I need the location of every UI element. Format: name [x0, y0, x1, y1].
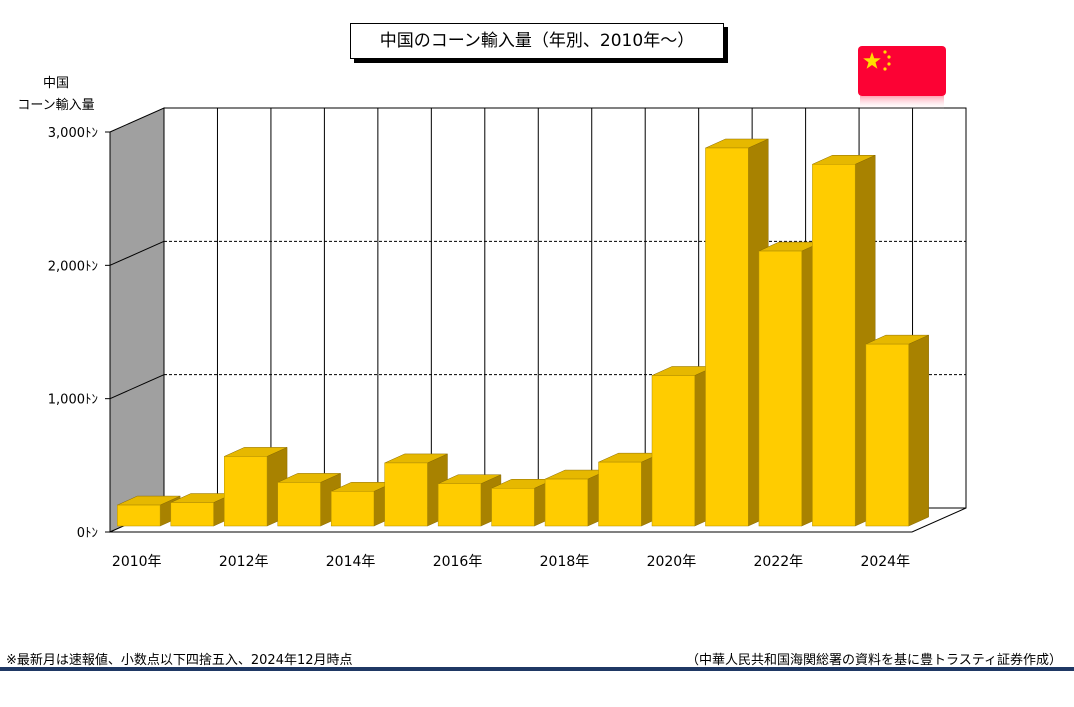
bar-front [491, 488, 535, 527]
side-wall-gridline [109, 240, 165, 266]
bar-front [865, 343, 909, 527]
x-tick-label: 2014年 [326, 554, 376, 570]
bar-front [437, 483, 482, 527]
x-tick-label: 2020年 [647, 554, 697, 570]
bar-front [277, 482, 321, 527]
footnote: ※最新月は速報値、小数点以下四捨五入、2024年12月時点 [6, 653, 353, 668]
x-tick-label: 2024年 [860, 554, 910, 570]
bar-front [330, 491, 375, 527]
bar-chart: 0ﾄﾝ 1,000ﾄﾝ 2,000ﾄﾝ 3,000ﾄﾝ 2010年 2012年 2014年 2… [48, 107, 967, 570]
bar-side [908, 334, 929, 527]
x-tick-label: 2012年 [219, 554, 269, 570]
bar-front [544, 478, 589, 527]
bar-front [705, 147, 749, 527]
bar-front [758, 250, 802, 527]
bar-front [384, 462, 428, 527]
x-tick-label: 2010年 [112, 554, 162, 570]
x-tick-label: 2016年 [433, 554, 483, 570]
x-tick-label: 2018年 [540, 554, 590, 570]
chart-title: 中国のコーン輸入量（年別、2010年〜） [350, 23, 724, 59]
bar-2022年 [758, 241, 822, 527]
y-tick-label: 1,000ﾄﾝ [48, 393, 98, 408]
bar-2013年 [277, 473, 341, 527]
y-axis-label-line-1: 中国 [42, 76, 69, 91]
bar-front [598, 461, 642, 527]
bar-front [651, 375, 696, 527]
x-tick-label: 2022年 [754, 554, 804, 570]
bar-front [224, 456, 268, 527]
bottom-rule [0, 667, 1074, 671]
y-tick-label: 2,000ﾄﾝ [48, 259, 98, 274]
bar-2024年 [865, 334, 929, 527]
bar-front [812, 164, 856, 527]
y-axis-label: 中国 コーン輸入量 [8, 73, 104, 117]
bar-front [117, 504, 161, 527]
side-wall [109, 107, 165, 533]
y-tick-label: 3,000ﾄﾝ [48, 126, 98, 141]
bar-front [170, 502, 214, 527]
y-tick-label: 0ﾄﾝ [77, 526, 98, 541]
side-wall-gridline [109, 374, 165, 400]
china-flag-icon [858, 46, 946, 110]
source-note: （中華人民共和国海関総署の資料を基に豊トラスティ証券作成） [686, 653, 1062, 668]
y-axis-label-line-2: コーン輸入量 [17, 98, 95, 113]
